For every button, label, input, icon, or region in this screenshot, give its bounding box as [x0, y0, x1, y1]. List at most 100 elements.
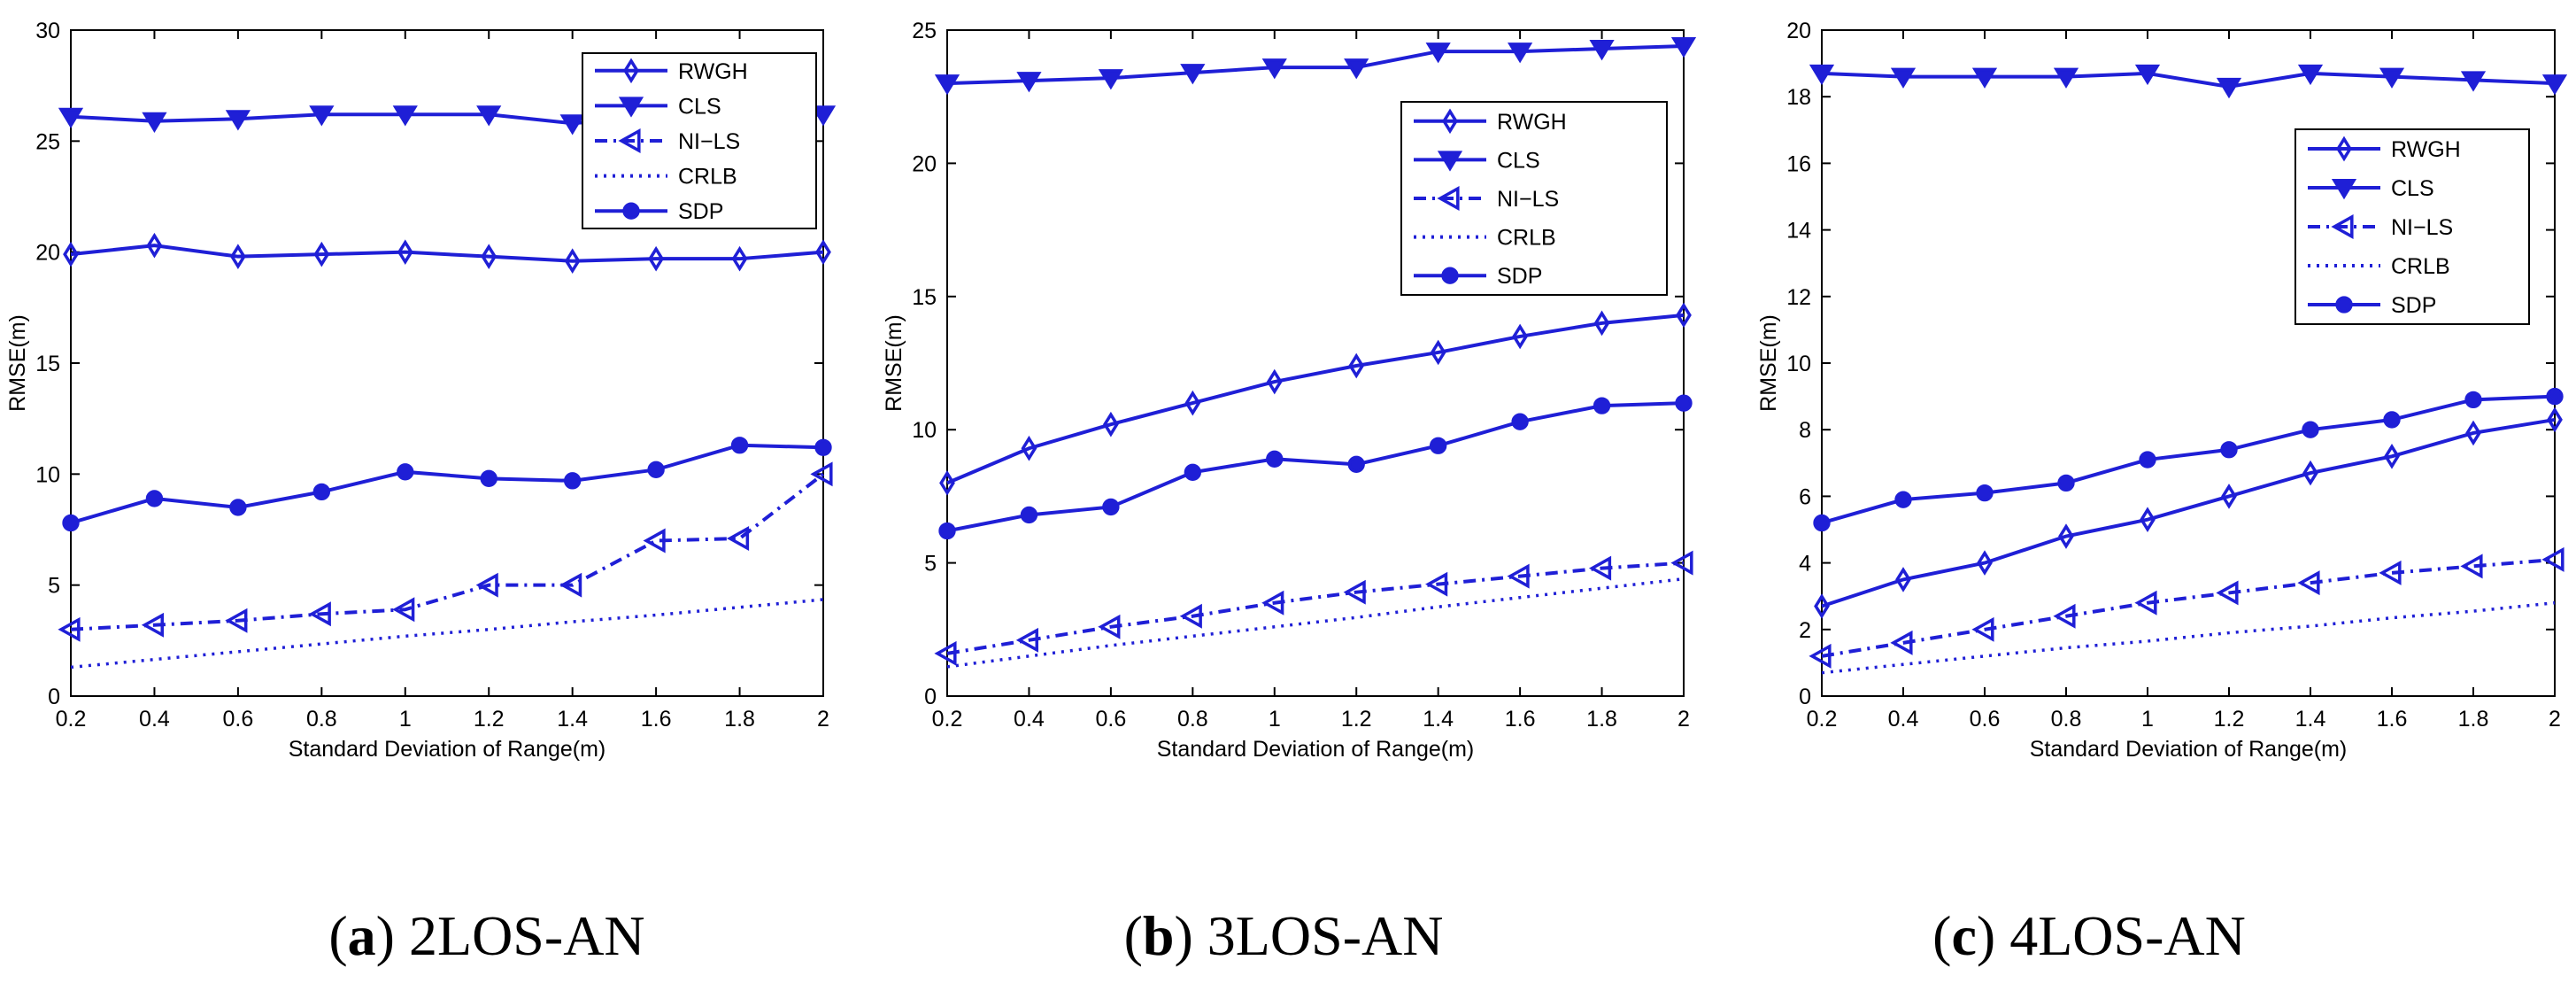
legend-label: CLS [2391, 176, 2434, 201]
data-point [1809, 643, 1832, 669]
x-tick-label: 1.6 [641, 707, 672, 732]
legend-label: CLS [678, 94, 721, 119]
data-point [1098, 69, 1123, 90]
chart-panel-c: 0.2 0.4 0.6 0.8 1 1.2 1.4 1.6 1.8 202468101214161… [1756, 19, 2568, 762]
caption-a-letter: a [347, 904, 376, 967]
data-point [934, 74, 960, 96]
x-tick-label: 0.6 [1970, 707, 2001, 732]
data-point [1971, 67, 1998, 89]
y-tick-label: 12 [1786, 285, 1811, 310]
data-point [142, 112, 167, 134]
x-tick-label: 1.4 [2295, 707, 2326, 732]
legend-label: CRLB [1497, 226, 1556, 251]
data-point [2379, 67, 2405, 89]
data-point [62, 514, 80, 532]
data-point [2053, 603, 2076, 629]
data-point [1676, 302, 1692, 329]
legend-label: NI−LS [2391, 215, 2453, 240]
data-point [1184, 390, 1201, 416]
data-point [1593, 310, 1610, 337]
data-point [939, 470, 955, 496]
data-point [1894, 491, 1912, 508]
data-point [1670, 37, 1697, 58]
data-point [2216, 580, 2239, 606]
data-point [225, 110, 251, 131]
x-tick-label: 1.8 [1586, 707, 1617, 732]
y-tick-label: 10 [912, 418, 937, 443]
y-tick-label: 5 [48, 574, 60, 599]
data-point [726, 526, 750, 552]
data-point [1977, 550, 1993, 576]
legend-marker [1442, 108, 1458, 135]
y-tick-label: 0 [48, 685, 60, 709]
data-point [1670, 550, 1693, 576]
data-point [1261, 58, 1287, 80]
series-line [1821, 417, 2556, 608]
data-point [2302, 421, 2319, 438]
series-line [70, 598, 824, 670]
data-point [146, 232, 163, 259]
series-line [70, 472, 825, 631]
y-tick-label: 5 [924, 552, 937, 577]
data-point [1890, 67, 1917, 89]
legend-marker [1437, 151, 1463, 172]
data-point [814, 438, 832, 456]
data-point [225, 608, 248, 633]
x-tick-label: 1 [2141, 707, 2154, 732]
data-point [1266, 368, 1283, 395]
data-point [1425, 43, 1451, 64]
data-point [2383, 411, 2401, 429]
data-point [1266, 450, 1284, 468]
data-point [1588, 555, 1612, 581]
data-point [1593, 397, 1611, 414]
y-tick-label: 10 [35, 462, 60, 487]
x-tick-label: 0.4 [1888, 707, 1919, 732]
caption-c: (c) 4LOS-AN [1932, 904, 2246, 967]
data-point [1016, 72, 1042, 93]
legend-label: SDP [1497, 264, 1542, 289]
series-line [1821, 394, 2556, 525]
data-point [1429, 437, 1447, 454]
data-point [1344, 58, 1369, 80]
data-point [1021, 435, 1037, 461]
series-nils [1809, 546, 2564, 669]
legend-marker [2335, 296, 2353, 314]
x-tick-label: 0.4 [1014, 707, 1045, 732]
x-tick-label: 0.6 [1096, 707, 1127, 732]
caption-b: (b) 3LOS-AN [1123, 904, 1444, 967]
legend-label: RWGH [1497, 110, 1567, 135]
legend-label: NI−LS [678, 129, 740, 154]
data-point [309, 105, 335, 127]
x-tick-label: 0.8 [306, 707, 337, 732]
x-tick-label: 1 [1269, 707, 1281, 732]
legend-label: RWGH [678, 59, 748, 84]
legend: RWGH CLS NI−LS CRLB SDP [1400, 101, 1668, 296]
data-point [2140, 507, 2156, 533]
series-line [1821, 71, 2556, 89]
data-point [1098, 614, 1121, 639]
legend-marker [2331, 179, 2357, 200]
data-point [480, 469, 497, 488]
data-point [647, 461, 665, 478]
data-point [2058, 523, 2074, 549]
y-axis-label: RMSE(m) [1756, 314, 1781, 412]
legend-marker [618, 97, 644, 118]
legend-marker [2331, 214, 2354, 239]
y-tick-label: 30 [35, 19, 60, 43]
y-tick-label: 18 [1786, 85, 1811, 110]
series-line [946, 577, 1685, 669]
data-point [2302, 460, 2318, 486]
data-point [312, 483, 331, 501]
legend-box [2294, 128, 2530, 325]
x-tick-label: 0.6 [223, 707, 254, 732]
data-point [1976, 484, 1994, 502]
legend-marker [623, 58, 639, 84]
data-point [2057, 474, 2075, 492]
data-point [1814, 593, 1830, 619]
y-tick-label: 0 [1799, 685, 1811, 709]
x-tick-label: 1.2 [474, 707, 505, 732]
data-point [643, 528, 666, 554]
y-tick-label: 15 [912, 285, 937, 310]
data-point [481, 244, 497, 270]
data-point [58, 107, 84, 129]
